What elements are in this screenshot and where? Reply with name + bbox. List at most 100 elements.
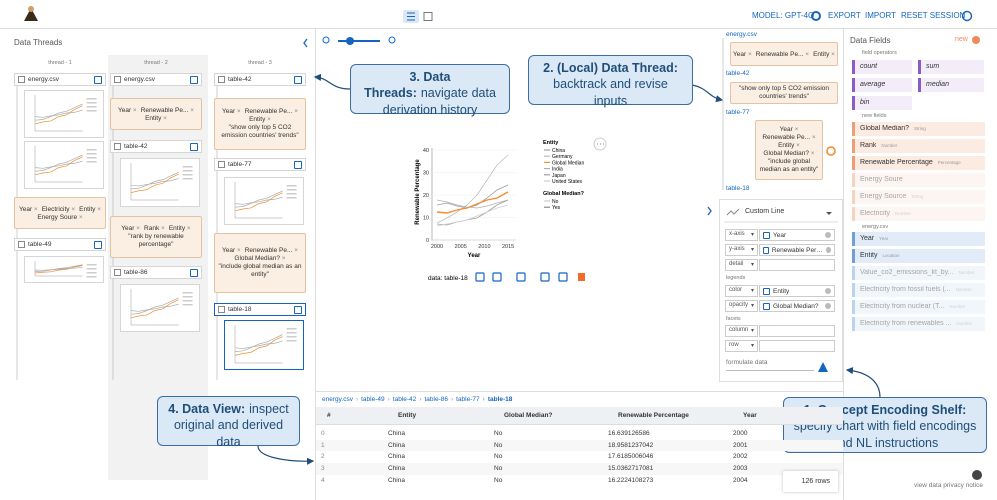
node-action[interactable] [294, 75, 302, 84]
channel-label[interactable]: color [725, 285, 758, 297]
thread-node[interactable]: energy.csv [14, 73, 106, 86]
node-action[interactable] [190, 268, 198, 277]
field-type: Number [958, 270, 975, 275]
channel-label[interactable]: column [725, 325, 758, 337]
node-action[interactable] [294, 305, 302, 314]
channel-label[interactable]: opacity [725, 300, 758, 312]
breadcrumb-item[interactable]: table-77 [451, 396, 480, 403]
field-item[interactable]: Global Median? String [852, 122, 985, 136]
remove-field[interactable] [825, 288, 831, 294]
field-item[interactable]: Electricity Number [852, 207, 985, 221]
import-button[interactable]: IMPORT [865, 11, 896, 20]
thread-node[interactable]: table-18 [214, 303, 306, 316]
model-button[interactable]: MODEL: GPT-4O [752, 11, 815, 20]
remove-field[interactable] [825, 232, 831, 238]
zoom-in-icon[interactable] [388, 36, 396, 44]
field-item[interactable]: Renewable Percentage Percentage [852, 156, 985, 170]
column-header[interactable]: # [327, 412, 331, 419]
breadcrumb-item[interactable]: table-42 [388, 396, 417, 403]
field-operator[interactable]: sum [918, 60, 984, 74]
field-item[interactable]: Value_co2_emissions_kt_by... Number [852, 266, 985, 280]
node-action[interactable] [190, 142, 198, 151]
breadcrumb-item[interactable]: energy.csv [322, 396, 353, 403]
field-operator[interactable]: bin [852, 96, 912, 110]
field-name: Electricity from renewables ... [860, 320, 952, 327]
field-operator[interactable]: average [852, 78, 912, 92]
new-field-button[interactable]: new [955, 36, 968, 43]
channel-label[interactable]: row [725, 340, 758, 352]
remove-field[interactable] [825, 303, 831, 309]
thumbnail-legend [286, 197, 297, 199]
chart-thumbnail[interactable] [224, 177, 304, 225]
help-icon[interactable] [972, 470, 982, 480]
chart-thumbnail[interactable] [120, 158, 200, 207]
chart-thumbnail[interactable] [120, 284, 200, 332]
expand-button[interactable] [707, 206, 712, 216]
field-item[interactable]: Year Year [852, 232, 985, 246]
chart-thumbnail[interactable] [24, 141, 104, 189]
breadcrumb-item[interactable]: table-18 [483, 396, 513, 403]
node-action[interactable] [190, 75, 198, 84]
channel-field[interactable]: Entity [759, 285, 835, 297]
channel-label[interactable]: x-axis [725, 229, 758, 241]
channel-field[interactable]: Global Median? [759, 300, 835, 312]
chart-thumbnail[interactable] [224, 320, 304, 370]
channel-field[interactable]: Renewable Percentage [759, 244, 835, 256]
field-operator[interactable]: count [852, 60, 912, 74]
channel-label[interactable]: detail [725, 259, 758, 271]
channel-field[interactable] [759, 340, 835, 352]
zoom-out-icon[interactable] [322, 36, 330, 44]
chart-thumbnail[interactable] [24, 90, 104, 138]
privacy-link[interactable]: view data privacy notice [914, 482, 984, 489]
field-item[interactable]: Electricity from fossil fuels (... Number [852, 283, 985, 297]
column-header[interactable]: Global Median? [504, 412, 553, 419]
node-action[interactable] [94, 75, 102, 84]
node-action[interactable] [94, 240, 102, 249]
chart-type[interactable]: Custom Line [745, 208, 785, 215]
field-item[interactable]: Energy Soure [852, 173, 985, 187]
remove-field[interactable] [826, 247, 831, 253]
legend-label: Global Median [552, 160, 584, 166]
list-view-toggle[interactable] [403, 10, 419, 23]
thumbnail-legend [286, 332, 297, 334]
field-chip: Rank [144, 225, 165, 232]
revise-icon[interactable] [826, 146, 836, 156]
chart-axis [431, 148, 516, 241]
thread-node[interactable]: table-86 [110, 266, 202, 279]
field-item[interactable]: Rank Number [852, 139, 985, 153]
derivation-card: Year Renewable Pe...Global Median?"includ… [214, 233, 306, 293]
zoom-handle[interactable] [346, 37, 354, 45]
field-item[interactable]: Entity Location [852, 249, 985, 263]
field-operator[interactable]: median [918, 78, 984, 92]
thread-node[interactable]: table-42 [110, 140, 202, 153]
callout-arrow [845, 366, 881, 398]
column-header[interactable]: Renewable Percentage [618, 412, 689, 419]
grid-view-toggle[interactable] [423, 12, 433, 21]
column-header[interactable]: Year [743, 412, 757, 419]
prompt-input[interactable]: formulate data [726, 359, 814, 371]
reset-button[interactable]: RESET SESSION [901, 11, 966, 20]
thumbnail-axis [34, 95, 83, 132]
thread-node[interactable]: table-42 [214, 73, 306, 86]
channel-field[interactable] [759, 259, 835, 271]
more-button[interactable] [593, 137, 607, 151]
channel-field[interactable]: Year [759, 229, 835, 241]
thumbnail-line [34, 109, 83, 118]
column-header[interactable]: Entity [398, 412, 417, 419]
node-action[interactable] [294, 160, 302, 169]
channel-label[interactable]: y-axis [725, 244, 758, 256]
export-button[interactable]: EXPORT [828, 11, 861, 20]
collapse-button[interactable] [303, 38, 308, 48]
thread-node[interactable]: table-77 [214, 158, 306, 171]
field-item[interactable]: Energy Source String [852, 190, 985, 204]
thread-node[interactable]: table-49 [14, 238, 106, 251]
channel-field[interactable] [759, 325, 835, 337]
chart-thumbnail[interactable] [24, 256, 104, 283]
thumbnail-legend [86, 153, 97, 155]
breadcrumb-item[interactable]: table-86 [419, 396, 448, 403]
thread-node[interactable]: energy.csv [110, 73, 202, 86]
add-icon[interactable] [972, 36, 980, 44]
field-item[interactable]: Electricity from nuclear (T... Number [852, 300, 985, 314]
field-item[interactable]: Electricity from renewables ... Number [852, 317, 985, 331]
breadcrumb-item[interactable]: table-49 [356, 396, 385, 403]
